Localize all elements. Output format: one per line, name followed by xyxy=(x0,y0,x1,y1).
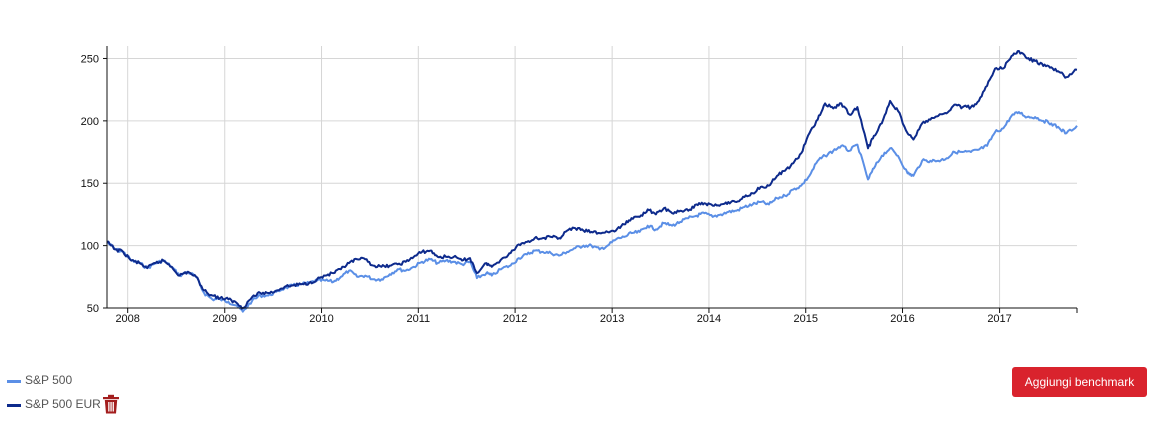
x-tick-label: 2016 xyxy=(890,313,914,325)
grid xyxy=(107,46,1077,309)
x-tick-label: 2009 xyxy=(212,313,236,325)
x-tick-label: 2012 xyxy=(503,313,527,325)
x-tick-label: 2017 xyxy=(987,313,1011,325)
y-tick-label: 50 xyxy=(87,303,99,315)
add-benchmark-button[interactable]: Aggiungi benchmark xyxy=(1012,367,1147,397)
x-tick-label: 2014 xyxy=(697,313,721,325)
x-tick-label: 2010 xyxy=(309,313,333,325)
legend-swatch xyxy=(7,379,21,383)
x-tick-label: 2008 xyxy=(115,313,139,325)
series-line-sp500-eur xyxy=(106,50,1078,310)
y-tick-label: 150 xyxy=(81,178,99,190)
legend-swatch xyxy=(7,403,21,407)
legend-label: S&P 500 xyxy=(25,373,73,387)
legend-label: S&P 500 EUR xyxy=(25,397,101,411)
y-tick-label: 200 xyxy=(81,116,99,128)
legend: S&P 500 S&P 500 EUR xyxy=(7,368,120,416)
x-tick-label: 2011 xyxy=(406,313,430,325)
x-tick-label: 2015 xyxy=(793,313,817,325)
legend-item-sp500: S&P 500 xyxy=(7,368,120,392)
legend-item-sp500-eur: S&P 500 EUR xyxy=(7,392,120,416)
series-line-sp500 xyxy=(106,111,1078,313)
y-tick-label: 250 xyxy=(81,53,99,65)
trash-icon[interactable] xyxy=(102,394,120,414)
axes: 50 100 150 200 250 2008 2009 2010 2011 2012 2013 20… xyxy=(81,46,1078,325)
line-chart: 50 100 150 200 250 2008 2009 2010 2011 2012 2013 20… xyxy=(81,46,1078,325)
y-tick-label: 100 xyxy=(81,241,99,253)
series-layer xyxy=(106,50,1078,313)
x-tick-label: 2013 xyxy=(600,313,624,325)
